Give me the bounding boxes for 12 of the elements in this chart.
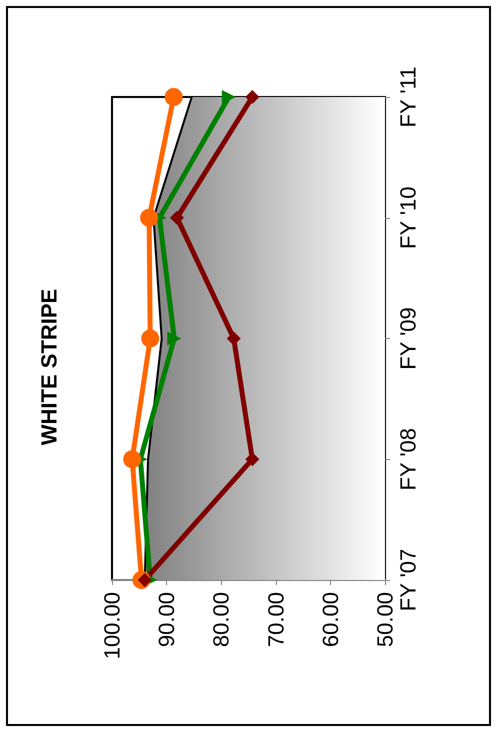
text: WHITE STRIPE [36,288,62,446]
y-tick-label: FY '08 [396,428,420,490]
x-tick-label: 70.00 [263,592,288,648]
y-tick-label: FY '09 [396,307,420,370]
x-tick-label: 50.00 [372,592,398,648]
y-tick-label: FY '07 [396,548,420,612]
x-tick-label: 80.00 [208,592,234,648]
y-tick-label: FY '11 [396,66,420,128]
y-tick-label: FY '10 [396,186,420,249]
x-tick-label: 100.00 [100,592,124,660]
x-tick-label: 90.00 [154,592,180,648]
x-tick-label: 60.00 [318,592,343,648]
